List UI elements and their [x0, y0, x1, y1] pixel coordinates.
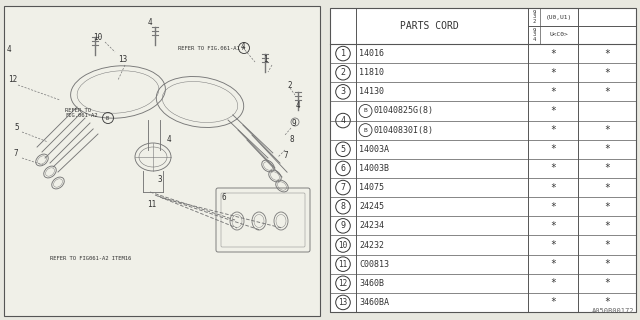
- Text: *: *: [550, 164, 556, 173]
- Text: 9
3
4: 9 3 4: [532, 28, 536, 42]
- Text: REFER TO FIG.061-A1: REFER TO FIG.061-A1: [178, 46, 240, 51]
- Text: 9
3
2: 9 3 2: [532, 10, 536, 24]
- Text: *: *: [604, 144, 610, 154]
- Text: 24232: 24232: [359, 241, 384, 250]
- Text: 7: 7: [284, 151, 289, 160]
- Text: A050B00172: A050B00172: [591, 308, 634, 314]
- Text: 4: 4: [340, 116, 346, 125]
- Text: 10: 10: [339, 241, 348, 250]
- Text: *: *: [550, 68, 556, 78]
- Text: *: *: [550, 87, 556, 97]
- Text: REFER TO: REFER TO: [65, 108, 91, 113]
- Text: 01040825G(8): 01040825G(8): [373, 107, 433, 116]
- Text: *: *: [604, 278, 610, 288]
- Text: 5: 5: [14, 123, 19, 132]
- Text: 2: 2: [287, 81, 292, 90]
- Text: 8: 8: [340, 202, 346, 211]
- Text: 1: 1: [263, 55, 268, 64]
- Text: *: *: [550, 240, 556, 250]
- Text: 13: 13: [118, 55, 127, 64]
- Text: 10: 10: [93, 33, 102, 42]
- Text: U<C0>: U<C0>: [550, 33, 568, 37]
- Text: *: *: [550, 183, 556, 193]
- Text: *: *: [550, 202, 556, 212]
- Text: *: *: [550, 106, 556, 116]
- Text: 3460BA: 3460BA: [359, 298, 389, 307]
- Text: REFER TO FIG061-A2 ITEM16: REFER TO FIG061-A2 ITEM16: [50, 256, 131, 261]
- Text: 6: 6: [340, 164, 346, 173]
- Text: *: *: [604, 87, 610, 97]
- Text: 9: 9: [340, 221, 346, 230]
- Text: *: *: [550, 278, 556, 288]
- Text: *: *: [550, 144, 556, 154]
- Text: *: *: [550, 49, 556, 59]
- Text: 3: 3: [340, 87, 346, 96]
- Text: PARTS CORD: PARTS CORD: [399, 21, 458, 31]
- FancyBboxPatch shape: [330, 8, 636, 312]
- Text: 14003A: 14003A: [359, 145, 389, 154]
- Text: 3460B: 3460B: [359, 279, 384, 288]
- Text: 6: 6: [221, 193, 226, 202]
- Text: *: *: [550, 125, 556, 135]
- Text: 4: 4: [167, 135, 172, 144]
- Text: *: *: [604, 125, 610, 135]
- Text: 7: 7: [14, 149, 19, 158]
- Text: 1: 1: [340, 49, 346, 58]
- Text: 12: 12: [339, 279, 348, 288]
- Text: B: B: [364, 128, 367, 133]
- Text: 9: 9: [292, 119, 296, 128]
- Text: 12: 12: [8, 75, 17, 84]
- Text: 01040830I(8): 01040830I(8): [373, 126, 433, 135]
- Text: *: *: [604, 164, 610, 173]
- Text: A: A: [241, 46, 244, 52]
- Text: 13: 13: [339, 298, 348, 307]
- Text: *: *: [604, 240, 610, 250]
- Text: 24245: 24245: [359, 202, 384, 211]
- Text: 3: 3: [158, 175, 163, 184]
- Text: 4: 4: [241, 42, 246, 51]
- Text: 4: 4: [7, 45, 12, 54]
- Text: 24234: 24234: [359, 221, 384, 230]
- Text: 4: 4: [296, 101, 301, 110]
- Text: C00813: C00813: [359, 260, 389, 269]
- Text: *: *: [550, 221, 556, 231]
- Text: 7: 7: [340, 183, 346, 192]
- FancyBboxPatch shape: [4, 6, 320, 316]
- Text: 4: 4: [148, 18, 152, 27]
- Text: B: B: [106, 116, 109, 122]
- Text: 14016: 14016: [359, 49, 384, 58]
- Text: 11810: 11810: [359, 68, 384, 77]
- Text: *: *: [604, 259, 610, 269]
- Text: FIG.061-A2: FIG.061-A2: [65, 113, 97, 118]
- Text: *: *: [604, 221, 610, 231]
- Text: *: *: [550, 297, 556, 308]
- Text: *: *: [604, 49, 610, 59]
- Text: 14003B: 14003B: [359, 164, 389, 173]
- Text: B: B: [364, 108, 367, 114]
- Text: 5: 5: [340, 145, 346, 154]
- Text: *: *: [604, 68, 610, 78]
- Text: 14075: 14075: [359, 183, 384, 192]
- Text: 2: 2: [340, 68, 346, 77]
- Text: *: *: [604, 183, 610, 193]
- Text: 11: 11: [339, 260, 348, 269]
- Text: 8: 8: [290, 135, 294, 144]
- Text: *: *: [604, 202, 610, 212]
- Text: *: *: [604, 297, 610, 308]
- Text: 11: 11: [147, 200, 156, 209]
- Text: (U0,U1): (U0,U1): [546, 14, 572, 20]
- Text: 14130: 14130: [359, 87, 384, 96]
- Text: *: *: [550, 259, 556, 269]
